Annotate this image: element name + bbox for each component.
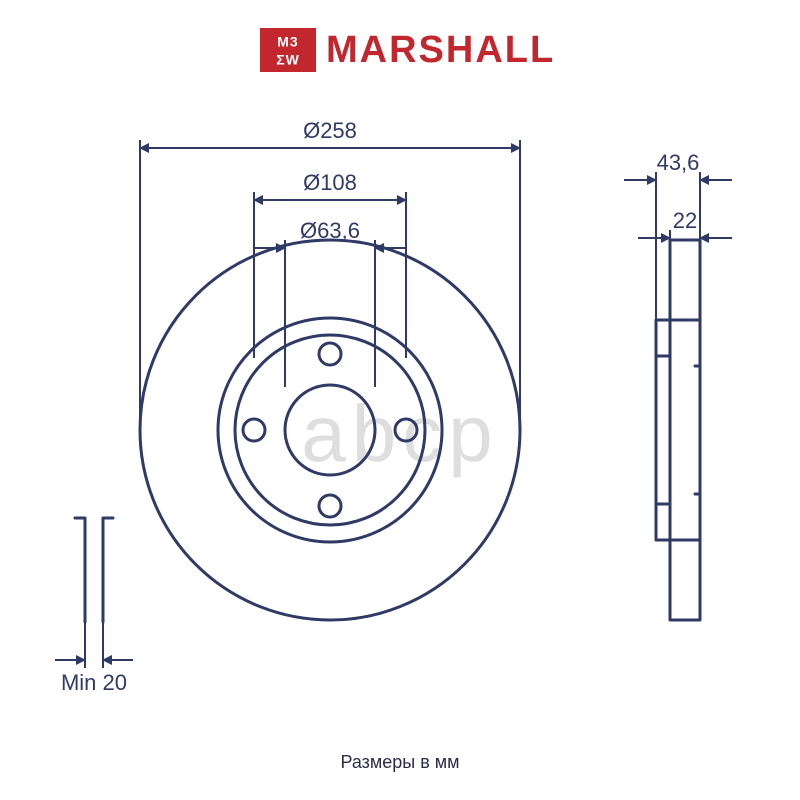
brand-name: MARSHALL — [326, 29, 555, 71]
svg-text:M3: M3 — [277, 34, 298, 50]
dimension-label: Ø63,6 — [300, 218, 360, 243]
bolt-hole — [319, 495, 341, 517]
svg-text:ΣW: ΣW — [276, 52, 300, 68]
side-view — [656, 240, 700, 620]
dimension-label: Min 20 — [61, 670, 127, 695]
bolt-hole — [319, 343, 341, 365]
min-bracket — [75, 518, 113, 622]
technical-drawing: M3 ΣW MARSHALL abcp Ø258 Ø108 Ø63,6 43,6 22 Min 2… — [0, 0, 800, 800]
dimension-label: Ø108 — [303, 170, 357, 195]
dimension-label: Ø258 — [303, 118, 357, 143]
footer-caption: Размеры в мм — [340, 752, 459, 772]
bolt-hole — [243, 419, 265, 441]
dimension-label: 22 — [673, 208, 697, 233]
watermark: abcp — [301, 389, 498, 478]
brand-logo: M3 ΣW MARSHALL — [260, 28, 555, 72]
dimension-label: 43,6 — [657, 150, 700, 175]
